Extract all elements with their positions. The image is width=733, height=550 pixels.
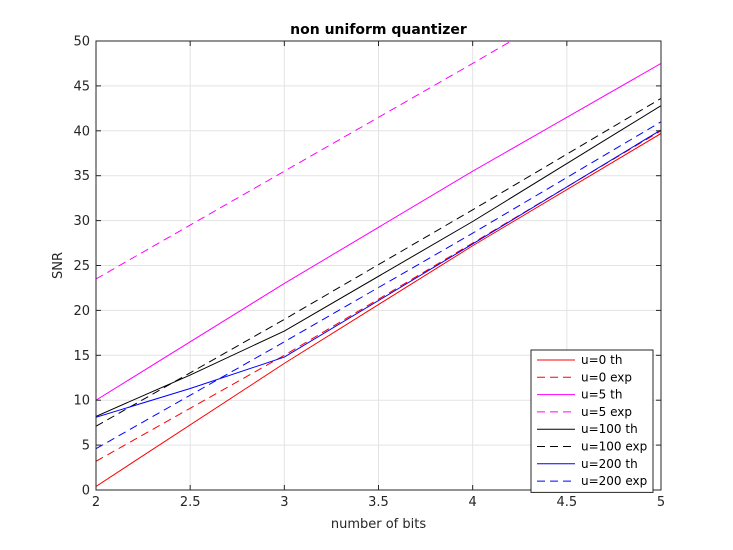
legend-label: u=5 th xyxy=(581,388,622,402)
y-tick-label: 15 xyxy=(73,349,90,364)
legend-label: u=100 th xyxy=(581,422,638,436)
legend: u=0 th u=0 exp u=5 th u=5 exp u=100 th u=100 … xyxy=(530,349,654,493)
legend-box xyxy=(530,349,654,493)
series-line-u-0-exp xyxy=(96,130,661,462)
series-line-u-100-exp xyxy=(96,98,661,427)
y-tick-label: 5 xyxy=(82,439,90,454)
legend-label: u=0 exp xyxy=(581,370,632,384)
x-tick-label: 3.5 xyxy=(368,495,389,510)
legend-label: u=200 exp xyxy=(581,474,647,488)
x-tick-label: 4.5 xyxy=(556,495,577,510)
y-tick-label: 50 xyxy=(73,35,90,50)
series-line-u-5-exp xyxy=(96,41,513,280)
y-tick-label: 30 xyxy=(73,214,90,229)
legend-label: u=200 th xyxy=(581,457,638,471)
x-tick-label: 3 xyxy=(280,495,288,510)
y-tick-label: 0 xyxy=(82,484,90,499)
x-axis-label: number of bits xyxy=(331,517,426,532)
x-tick-label: 2.5 xyxy=(180,495,201,510)
y-tick-label: 45 xyxy=(73,79,90,94)
legend-label: u=0 th xyxy=(581,353,622,367)
x-tick-label: 4 xyxy=(469,495,477,510)
legend-label: u=100 exp xyxy=(581,440,647,454)
chart-title: non uniform quantizer xyxy=(290,22,467,38)
series-line-u-200-exp xyxy=(96,121,661,450)
series-line-u-200-th xyxy=(96,129,661,418)
x-tick-label: 2 xyxy=(92,495,100,510)
y-axis-label: SNR xyxy=(51,252,66,279)
legend-label: u=5 exp xyxy=(581,405,632,419)
series-line-u-0-th xyxy=(96,133,661,487)
y-tick-label: 35 xyxy=(73,169,90,184)
series-layer xyxy=(96,41,661,487)
series-line-u-5-th xyxy=(96,63,661,401)
y-tick-label: 20 xyxy=(73,304,90,319)
series-line-u-100-th xyxy=(96,105,661,417)
y-tick-label: 25 xyxy=(73,259,90,274)
y-tick-label: 10 xyxy=(73,394,90,409)
x-tick-label: 5 xyxy=(657,495,665,510)
y-tick-label: 40 xyxy=(73,124,90,139)
